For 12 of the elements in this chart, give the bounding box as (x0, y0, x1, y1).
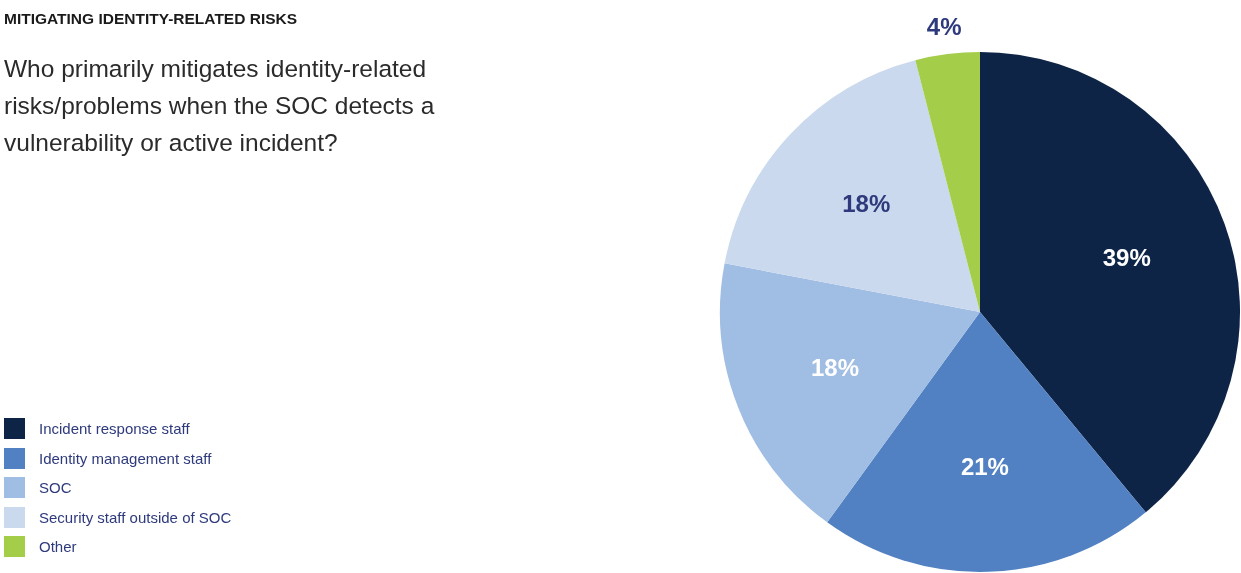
text: Who primarily mitigates identity-related risks/problems when the SOC detects a vulnerability or active incident? (4, 54, 436, 158)
data-label: 39% (1102, 243, 1151, 271)
data-label: 21% (960, 452, 1009, 480)
legend-label: Security staff outside of SOC (39, 508, 232, 526)
legend-label: Other (39, 538, 77, 556)
legend-label: Incident response staff (39, 420, 190, 438)
data-label: 18% (810, 354, 859, 382)
data-label: 18% (842, 189, 891, 217)
legend-label: SOC (39, 479, 72, 497)
legend-label: Identity management staff (39, 449, 212, 467)
data-label: 4% (926, 12, 962, 40)
chart-title: MITIGATING IDENTITY-RELATED RISKS (4, 10, 298, 28)
